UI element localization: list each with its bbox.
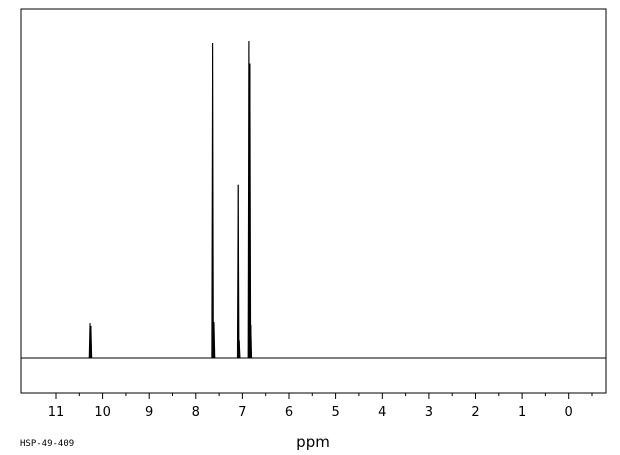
x-tick-label-5: 5 bbox=[331, 405, 339, 420]
x-tick-label-11: 11 bbox=[48, 405, 65, 420]
x-axis: 11 10 9 8 7 6 5 4 3 2 1 0 bbox=[48, 393, 593, 420]
spectrum-trace bbox=[21, 41, 606, 359]
x-tick-label-10: 10 bbox=[94, 405, 111, 420]
x-tick-label-7: 7 bbox=[238, 405, 246, 420]
x-tick-label-6: 6 bbox=[285, 405, 293, 420]
sample-id: HSP-49-409 bbox=[20, 439, 74, 449]
x-tick-label-3: 3 bbox=[425, 405, 433, 420]
x-tick-label-2: 2 bbox=[471, 405, 479, 420]
x-tick-label-8: 8 bbox=[192, 405, 200, 420]
x-tick-label-4: 4 bbox=[378, 405, 386, 420]
x-tick-label-0: 0 bbox=[565, 405, 573, 420]
x-tick-label-1: 1 bbox=[518, 405, 526, 420]
plot-frame bbox=[20, 8, 607, 394]
peak-markers bbox=[89, 41, 252, 358]
x-axis-label: ppm bbox=[296, 433, 330, 451]
x-tick-label-9: 9 bbox=[145, 405, 153, 420]
